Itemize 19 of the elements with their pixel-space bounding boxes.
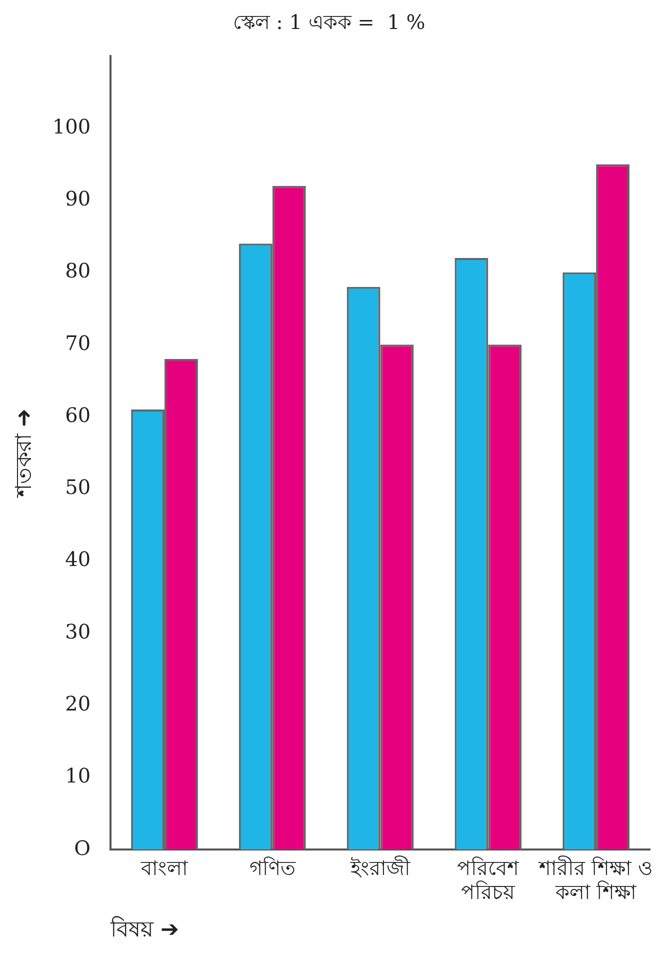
y-tick-label: 70 (65, 330, 91, 355)
y-tick-label: 10 (65, 764, 91, 788)
x-tick-label: বাংলা (140, 856, 190, 880)
y-tick-label: 100 (52, 114, 91, 138)
y-tick-label: 40 (65, 547, 91, 572)
x-axis-title: বিষয় ➔ (110, 916, 179, 943)
y-tick-label: 50 (65, 475, 91, 500)
y-tick-label: 80 (65, 258, 91, 283)
y-tick-label: 20 (65, 692, 91, 716)
chart-title: স্কেল : 1 একক = 1 % (232, 10, 426, 34)
x-tick-label: ইংরাজী (349, 856, 410, 880)
x-tick-label: গণিত (249, 856, 296, 880)
x-tick-label: পরিবেশ পরিচয় (457, 856, 520, 904)
y-axis-title: শতকরা ➜ (12, 408, 37, 498)
y-tick-label: 30 (65, 619, 91, 644)
y-tick-label: O (74, 836, 91, 860)
y-tick-label: 60 (65, 402, 91, 427)
y-tick-label: 90 (65, 186, 91, 210)
x-tick-label: শারীর শিক্ষা ও কলা শিক্ষা (538, 856, 653, 904)
